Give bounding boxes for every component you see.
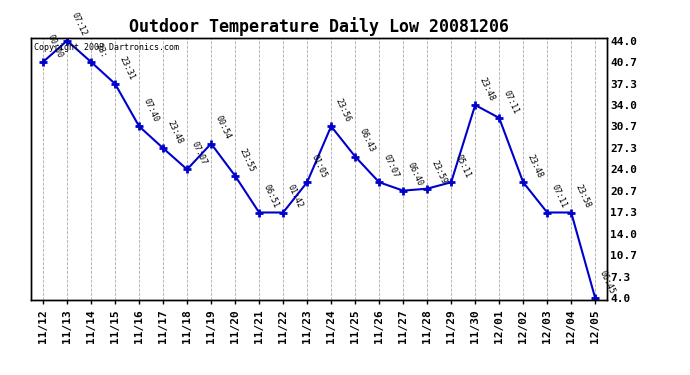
Text: 06:43: 06:43 xyxy=(358,127,377,154)
Text: 07:12: 07:12 xyxy=(70,12,88,38)
Text: 07:11: 07:11 xyxy=(502,88,521,115)
Text: 23:48: 23:48 xyxy=(526,153,544,180)
Text: 07:07: 07:07 xyxy=(190,140,208,166)
Text: 06:45: 06:45 xyxy=(598,269,617,295)
Text: 23:48: 23:48 xyxy=(478,76,497,102)
Text: 23:31: 23:31 xyxy=(118,55,137,81)
Text: 07:40: 07:40 xyxy=(142,97,161,123)
Title: Outdoor Temperature Daily Low 20081206: Outdoor Temperature Daily Low 20081206 xyxy=(129,17,509,36)
Text: 23:55: 23:55 xyxy=(238,147,257,173)
Text: 00:00: 00:00 xyxy=(46,33,65,59)
Text: 06:40: 06:40 xyxy=(406,161,424,188)
Text: 01:42: 01:42 xyxy=(286,183,304,210)
Text: 23:48: 23:48 xyxy=(166,119,185,146)
Text: 23:: 23: xyxy=(94,42,108,59)
Text: 05:11: 05:11 xyxy=(454,153,473,180)
Text: 07:11: 07:11 xyxy=(550,183,569,210)
Text: 01:05: 01:05 xyxy=(310,153,328,180)
Text: 23:56: 23:56 xyxy=(334,97,353,123)
Text: 23:59: 23:59 xyxy=(430,159,448,186)
Text: Copyright 2008 Dartronics.com: Copyright 2008 Dartronics.com xyxy=(34,43,179,52)
Text: 07:07: 07:07 xyxy=(382,153,401,180)
Text: 23:58: 23:58 xyxy=(574,183,593,210)
Text: 00:54: 00:54 xyxy=(214,114,233,141)
Text: 06:51: 06:51 xyxy=(262,183,281,210)
